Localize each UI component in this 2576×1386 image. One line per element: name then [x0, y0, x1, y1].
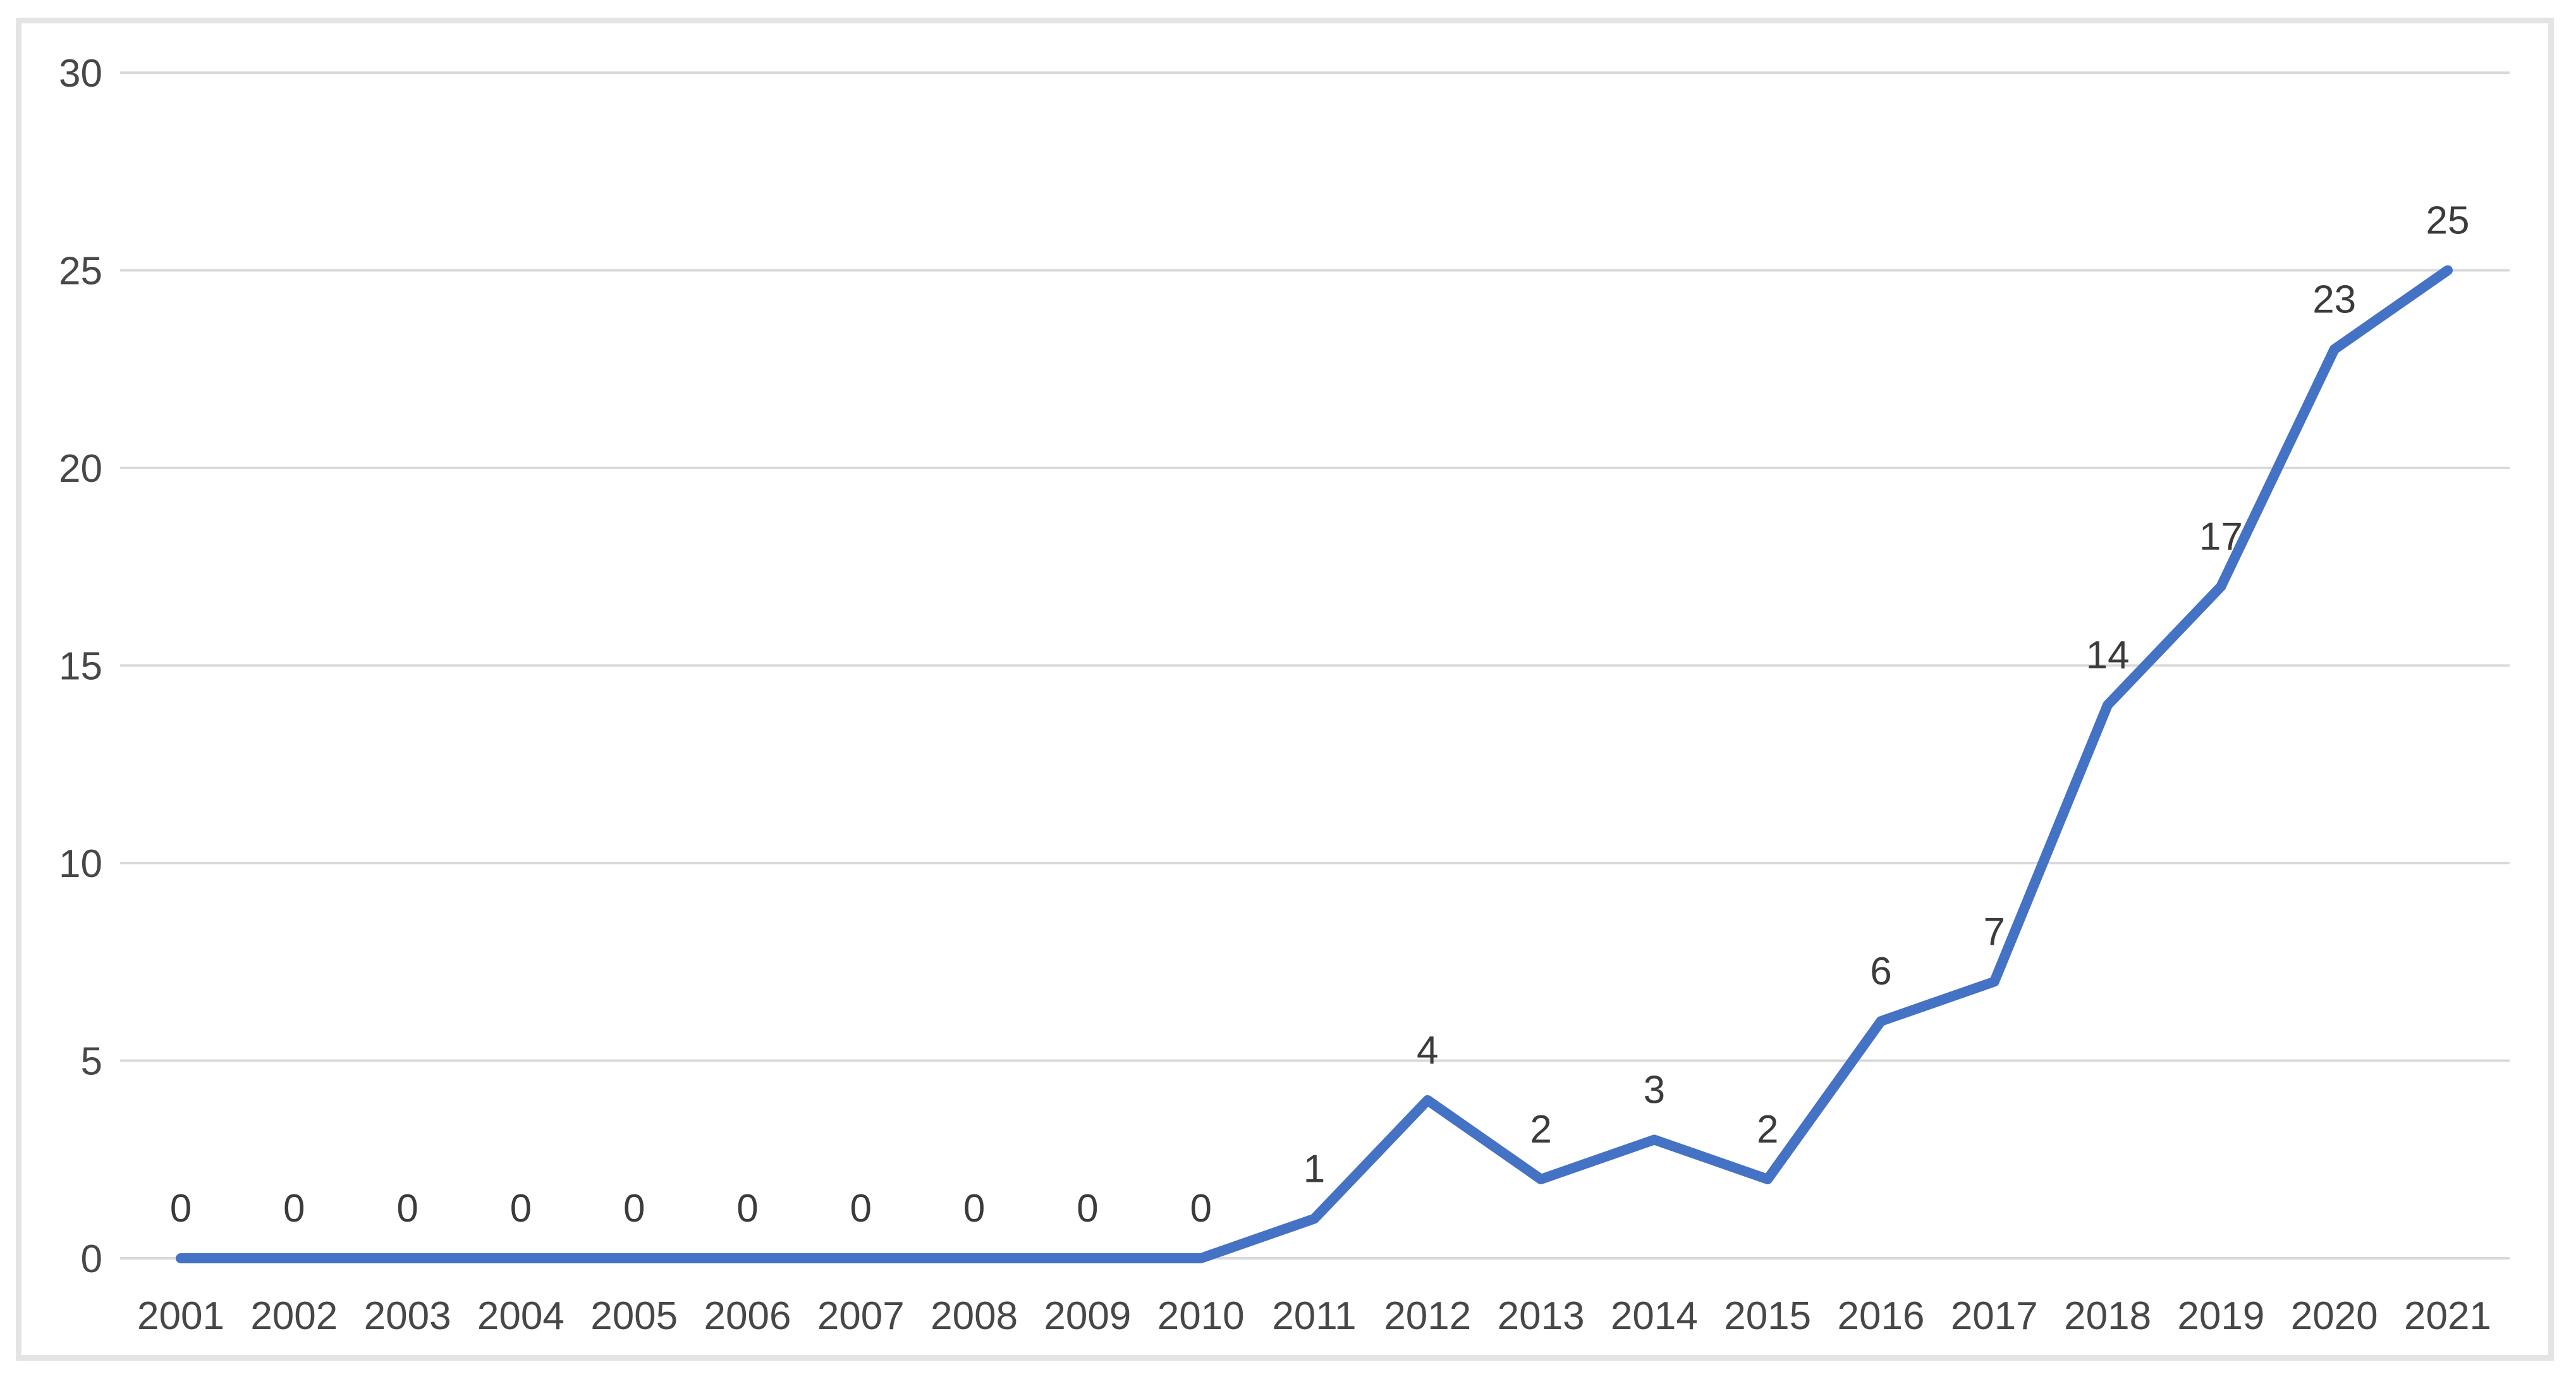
data-label: 0 — [736, 1187, 758, 1230]
x-tick-label: 2010 — [1157, 1294, 1245, 1338]
data-label: 14 — [2086, 634, 2130, 677]
y-tick-label: 30 — [59, 52, 102, 95]
x-tick-label: 2017 — [1951, 1294, 2038, 1338]
data-label: 25 — [2426, 199, 2470, 243]
x-tick-label: 2002 — [250, 1294, 338, 1338]
data-label: 0 — [170, 1187, 192, 1230]
y-tick-label: 15 — [59, 645, 102, 689]
data-label: 0 — [1190, 1187, 1211, 1230]
data-label: 2 — [1530, 1108, 1551, 1151]
x-tick-label: 2016 — [1838, 1294, 1925, 1338]
y-tick-label: 25 — [59, 250, 102, 293]
x-tick-label: 2011 — [1272, 1294, 1356, 1338]
data-label: 7 — [1984, 911, 2005, 954]
x-tick-label: 2019 — [2177, 1294, 2264, 1338]
x-tick-label: 2004 — [477, 1294, 565, 1338]
x-tick-label: 2014 — [1611, 1294, 1698, 1338]
data-label: 0 — [396, 1187, 418, 1230]
x-axis-labels-group: 2001 2002 2003 2004 2005 2006 2007 2008 2009 2010… — [137, 1294, 2491, 1338]
data-label: 17 — [2199, 515, 2243, 559]
y-tick-label: 10 — [59, 842, 102, 886]
data-label: 3 — [1644, 1069, 1665, 1112]
y-tick-label: 5 — [81, 1040, 102, 1084]
data-label: 0 — [510, 1187, 532, 1230]
x-tick-label: 2001 — [137, 1294, 224, 1338]
x-tick-label: 2007 — [817, 1294, 905, 1338]
data-label: 0 — [850, 1187, 872, 1230]
y-tick-label: 0 — [81, 1237, 102, 1281]
series-line — [176, 265, 2453, 1263]
data-label: 23 — [2312, 278, 2356, 322]
y-tick-label: 20 — [59, 447, 102, 491]
x-tick-label: 2006 — [704, 1294, 791, 1338]
data-label: 0 — [963, 1187, 985, 1230]
data-label: 1 — [1303, 1148, 1325, 1191]
data-label: 0 — [283, 1187, 305, 1230]
chart-border-frame — [16, 18, 2554, 1361]
data-label: 2 — [1757, 1108, 1778, 1151]
series-line-group — [176, 265, 2453, 1263]
x-tick-label: 2009 — [1044, 1294, 1131, 1338]
y-axis-labels-group: 0 5 10 15 20 25 30 — [59, 52, 102, 1281]
data-label: 4 — [1417, 1029, 1438, 1072]
x-tick-label: 2018 — [2064, 1294, 2151, 1338]
data-label: 6 — [1870, 950, 1891, 993]
data-label: 0 — [1077, 1187, 1098, 1230]
x-tick-label: 2005 — [590, 1294, 678, 1338]
x-tick-label: 2003 — [364, 1294, 451, 1338]
data-label: 0 — [623, 1187, 645, 1230]
x-tick-label: 2008 — [931, 1294, 1018, 1338]
x-tick-label: 2020 — [2291, 1294, 2378, 1338]
x-tick-label: 2015 — [1724, 1294, 1811, 1338]
x-tick-label: 2021 — [2404, 1294, 2491, 1338]
x-tick-label: 2013 — [1498, 1294, 1585, 1338]
x-tick-label: 2012 — [1384, 1294, 1471, 1338]
